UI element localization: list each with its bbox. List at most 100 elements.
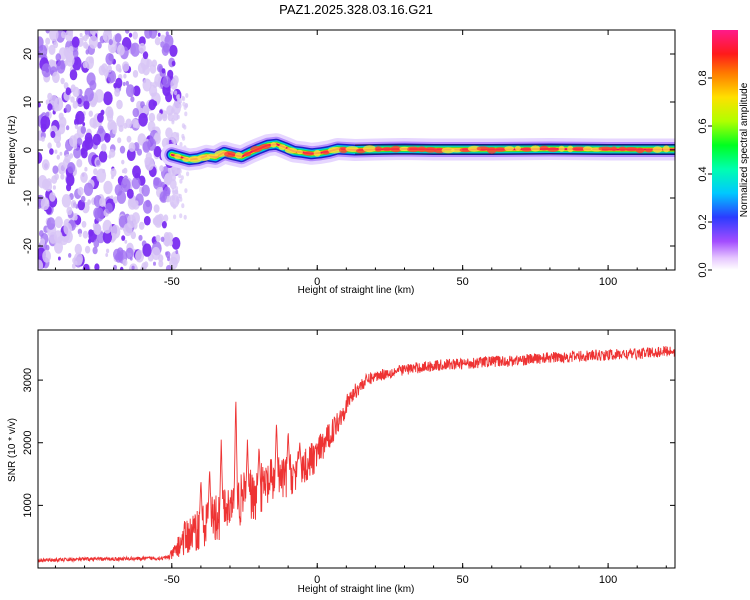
spectrogram-noise-blob xyxy=(114,33,122,43)
spectrogram-noise-blob xyxy=(143,215,151,226)
spectrogram-noise-blob xyxy=(81,220,87,228)
spectrogram-noise-blob xyxy=(38,259,44,270)
spectrogram-noise-blob xyxy=(103,91,113,106)
spectrogram-noise-blob xyxy=(157,213,164,223)
spectrogram-noise-blob xyxy=(143,261,149,268)
spectrogram-noise-blob xyxy=(105,106,114,118)
spectrogram-noise-blob xyxy=(170,173,176,182)
spectrogram-noise-blob xyxy=(80,148,88,159)
spectrogram-ridge-cell xyxy=(382,147,392,152)
spectrogram-noise-blob xyxy=(132,165,141,179)
spectrogram-noise-blob xyxy=(77,228,83,235)
spectrogram-noise-blob xyxy=(160,236,165,242)
spectrogram-noise-blob xyxy=(169,179,177,190)
spectrogram-noise-fringe xyxy=(178,103,182,109)
spectrogram-noise-blob xyxy=(156,112,163,122)
chart-title: PAZ1.2025.328.03.16.G21 xyxy=(279,2,433,17)
spectrogram-noise-blob xyxy=(94,89,105,103)
colorbar-label: Normalized spectral amplitude xyxy=(739,82,750,217)
spectrogram-noise-blob xyxy=(85,34,89,40)
spectrogram-noise-blob xyxy=(82,61,88,69)
spectrogram-noise-blob xyxy=(66,206,73,216)
spectrogram-noise-blob xyxy=(54,216,63,229)
spectrogram-noise-fringe xyxy=(183,124,187,130)
spectrogram-x-ticks: -50 0 50 100 xyxy=(54,30,667,288)
snr-y-tick-label: 1000 xyxy=(22,493,34,517)
spectrogram-ridge-cell xyxy=(598,146,612,151)
spectrogram-noise-blob xyxy=(152,81,158,89)
spectrogram-noise-blob xyxy=(45,111,50,118)
spectrogram-noise-blob xyxy=(113,264,117,270)
spectrogram-noise-blob xyxy=(152,217,158,225)
spectrogram-noise-blob xyxy=(71,36,80,48)
colorbar-tick-label: 0.4 xyxy=(697,166,709,181)
spectrogram-noise-blob xyxy=(96,168,107,183)
spectrogram-noise-blob xyxy=(65,30,73,42)
spectrogram-noise-blob xyxy=(111,174,114,180)
spectrogram-noise-blob xyxy=(138,112,148,127)
spectrogram-noise-blob xyxy=(112,127,117,135)
spectrogram-noise-blob xyxy=(52,60,56,66)
spectrogram-noise-fringe xyxy=(171,138,175,143)
spectrogram-noise-blob xyxy=(74,243,83,255)
spectrogram-noise-blob xyxy=(120,266,124,270)
spectrogram-noise-blob xyxy=(106,248,110,254)
spectrogram-noise-blob xyxy=(120,178,131,193)
spectrogram-noise-blob xyxy=(65,125,70,131)
spectrogram-noise-blob xyxy=(165,31,169,36)
colorbar-tick-label: 0.0 xyxy=(697,262,709,277)
spectrogram-noise-fringe xyxy=(176,132,180,138)
spectrogram-noise-blob xyxy=(38,152,43,164)
spectrogram-noise-blob xyxy=(161,221,167,229)
spectrogram-noise-blob xyxy=(131,212,140,225)
spectrogram-noise-blob xyxy=(110,46,116,54)
spectrogram-noise-blob xyxy=(142,64,150,76)
spectrogram-noise-blob xyxy=(41,63,52,78)
spectrogram-noise-fringe xyxy=(170,90,174,95)
spectrogram-noise-blob xyxy=(93,239,100,248)
spectrogram-noise-region xyxy=(38,30,190,270)
spectrogram-y-tick-label: -20 xyxy=(22,238,34,254)
spectrogram-noise-blob xyxy=(142,243,152,257)
spectrogram-ridge-cell xyxy=(558,145,565,152)
spectrogram-noise-blob xyxy=(130,96,135,103)
spectrogram-noise-blob xyxy=(72,86,80,98)
spectrogram-noise-blob xyxy=(80,172,88,183)
spectrogram-noise-blob xyxy=(89,80,97,91)
spectrogram-noise-blob xyxy=(125,118,132,129)
spectrogram-noise-blob xyxy=(83,182,94,196)
spectrogram-noise-blob xyxy=(87,199,91,205)
spectrogram-noise-blob xyxy=(128,142,136,153)
spectrogram-noise-blob xyxy=(94,263,100,270)
spectrogram-ridge-cell xyxy=(547,147,559,153)
spectrogram-noise-blob xyxy=(65,53,75,67)
spectrogram-noise-blob xyxy=(44,180,53,192)
colorbar-tick-label: 0.8 xyxy=(697,70,709,85)
spectrogram-noise-blob xyxy=(72,142,78,150)
spectrogram-noise-blob xyxy=(163,232,170,241)
spectrogram-ridge-cell xyxy=(399,146,410,151)
spectrogram-ridge-cell xyxy=(259,143,271,150)
spectrogram-noise-blob xyxy=(121,169,125,174)
spectrogram-noise-blob xyxy=(65,87,72,96)
spectrogram-noise-fringe xyxy=(179,178,183,184)
spectrogram-y-tick-label: 10 xyxy=(22,96,34,108)
spectrogram-noise-blob xyxy=(153,146,162,158)
spectrogram-noise-blob xyxy=(170,78,178,90)
spectrogram-noise-blob xyxy=(63,222,72,235)
spectrogram-noise-blob xyxy=(163,43,170,53)
spectrogram-ridge-cell xyxy=(572,146,586,152)
snr-x-axis-label: Height of straight line (km) xyxy=(298,584,415,595)
snr-x-tick-label: -50 xyxy=(164,574,180,586)
spectrogram-noise-blob xyxy=(121,61,130,72)
spectrogram-noise-blob xyxy=(171,237,181,250)
spectrogram-ridge-cell xyxy=(417,146,427,153)
spectrogram-noise-fringe xyxy=(186,171,190,177)
spectrogram-noise-blob xyxy=(74,124,79,130)
spectrogram-noise-blob xyxy=(97,112,104,123)
spectrogram-noise-blob xyxy=(110,224,121,239)
spectrogram-ridge-cell xyxy=(374,146,382,152)
snr-x-tick-label: 50 xyxy=(457,574,469,586)
spectrogram-noise-blob xyxy=(96,159,101,166)
spectrogram-noise-blob xyxy=(162,75,171,88)
